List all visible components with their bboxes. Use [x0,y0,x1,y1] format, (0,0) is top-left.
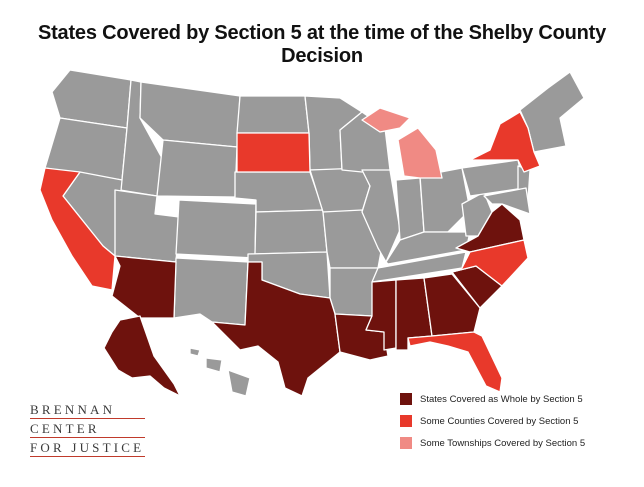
state-north-carolina [451,239,529,287]
some-counties-states [39,111,541,393]
logo-line-2: CENTER [30,421,145,438]
state-alaska [103,315,181,397]
legend: States Covered as Whole by Section 5 Som… [400,392,585,458]
state-arkansas [329,267,379,317]
logo-line-3: FOR JUSTICE [30,440,145,457]
state-arizona [111,255,177,319]
map-title: States Covered by Section 5 at the time … [37,22,607,67]
brennan-center-logo: BRENNAN CENTER FOR JUSTICE [30,402,145,459]
state-utah [114,189,180,263]
legend-swatch-some-townships [400,437,412,449]
state-kansas [254,209,328,255]
legend-item-some-counties: Some Counties Covered by Section 5 [400,414,585,428]
state-colorado [175,199,257,259]
legend-swatch-covered-whole [400,393,412,405]
state-montana [139,81,241,148]
state-maryland-delaware [483,187,531,215]
state-georgia [423,273,481,337]
state-new-york [469,111,541,173]
state-wyoming [156,139,238,198]
legend-item-covered-whole: States Covered as Whole by Section 5 [400,392,585,406]
state-north-dakota [236,95,310,134]
state-california [39,167,116,291]
state-kentucky [385,231,471,265]
state-ohio [419,167,471,233]
not-covered-states [44,69,585,397]
state-indiana [395,177,425,241]
state-south-dakota [236,132,311,173]
legend-swatch-some-counties [400,415,412,427]
state-florida [407,331,503,393]
some-townships-states [361,107,443,179]
legend-label: States Covered as Whole by Section 5 [420,393,583,405]
legend-label: Some Townships Covered by Section 5 [420,437,586,449]
state-new-mexico [173,257,249,326]
state-illinois [361,169,401,263]
legend-label: Some Counties Covered by Section 5 [420,415,579,427]
state-michigan [361,107,443,179]
logo-line-1: BRENNAN [30,402,145,419]
state-hawaii [189,347,251,397]
legend-item-some-townships: Some Townships Covered by Section 5 [400,436,585,450]
state-texas [211,261,341,397]
